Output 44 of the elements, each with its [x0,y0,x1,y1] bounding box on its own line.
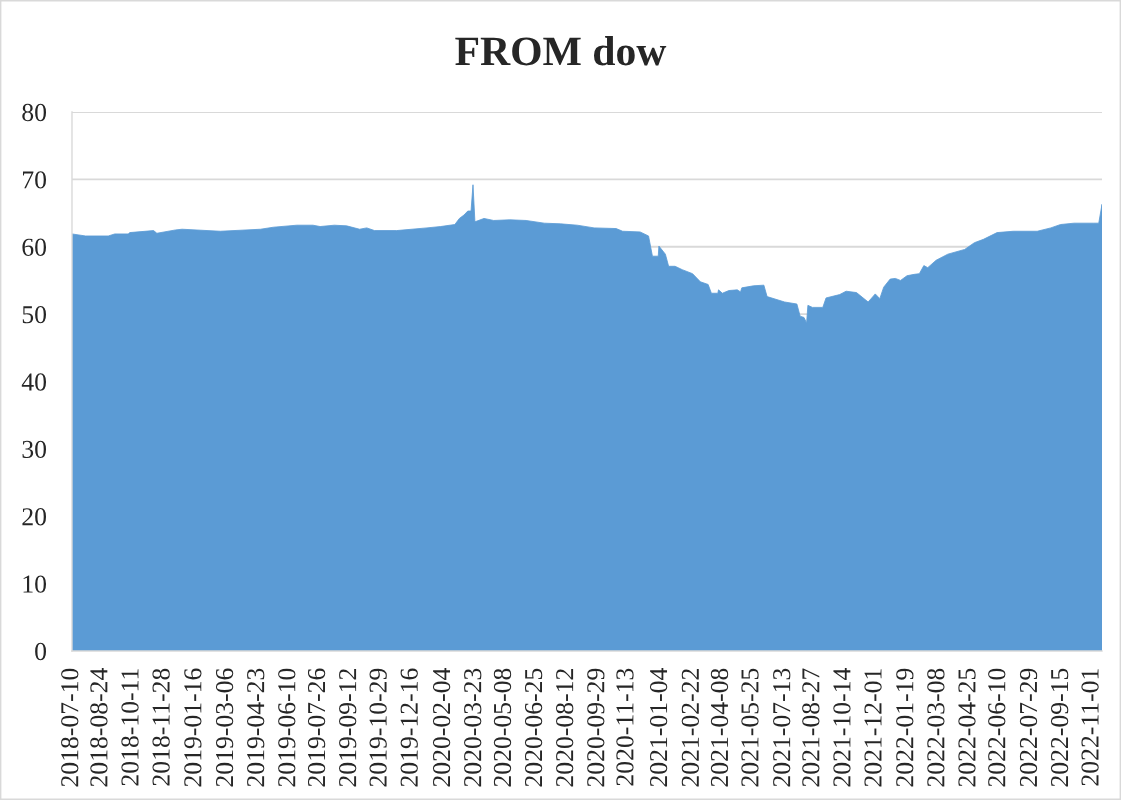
y-tick-label: 30 [22,440,47,459]
y-tick-label: 0 [35,642,47,661]
x-tick-label: 2022-07-29 [1019,668,1038,787]
x-tick-label: 2020-05-08 [493,668,512,787]
x-tick-label: 2022-06-10 [988,668,1006,787]
x-tick-label: 2019-07-26 [307,668,326,787]
x-tick-label: 2022-11-01 [1081,669,1099,786]
x-tick-label: 2019-04-23 [247,668,265,787]
x-tick-label: 2021-10-14 [833,668,851,787]
y-tick-label: 40 [21,373,47,391]
x-tick-label: 2019-12-16 [400,668,418,787]
x-tick-label: 2020-11-13 [616,668,634,786]
y-tick-label: 80 [22,103,47,122]
x-tick-label: 2021-02-22 [681,669,700,787]
x-tick-label: 2020-02-04 [432,668,451,787]
x-tick-label: 2019-01-16 [184,668,202,787]
x-tick-label: 2021-07-13 [773,668,791,787]
y-tick-label: 60 [22,238,47,256]
x-tick-label: 2019-10-29 [369,668,387,787]
x-tick-label: 2022-04-25 [958,668,976,787]
x-tick-label: 2021-04-08 [710,668,729,787]
y-tick-label: 70 [23,171,47,189]
x-tick-label: 2020-06-25 [524,668,543,787]
x-tick-label: 2018-08-24 [90,668,108,787]
x-tick-label: 2022-09-15 [1050,668,1069,787]
x-tick-label: 2021-05-25 [741,668,759,787]
x-tick-label: 2020-09-29 [587,668,605,787]
chart-title: FROM dow [455,36,667,66]
y-tick-label: 20 [22,508,47,526]
x-tick-label: 2018-10-11 [121,669,139,786]
x-tick-label: 2022-03-08 [927,668,945,787]
y-tick-label: 10 [23,575,47,593]
x-tick-label: 2018-07-10 [61,668,79,787]
x-tick-label: 2019-06-10 [278,668,296,787]
x-tick-label: 2018-11-28 [152,668,170,786]
x-tick-label: 2021-12-01 [864,669,882,787]
x-tick-label: 2020-08-12 [556,669,574,787]
x-tick-label: 2022-01-19 [896,668,914,787]
y-tick-label: 50 [22,305,47,324]
x-tick-label: 2021-08-27 [802,668,820,787]
x-tick-label: 2020-03-23 [464,668,482,787]
x-tick-label: 2021-01-04 [649,668,668,787]
x-tick-label: 2019-09-12 [339,669,357,787]
x-tick-label: 2019-03-06 [215,668,234,787]
